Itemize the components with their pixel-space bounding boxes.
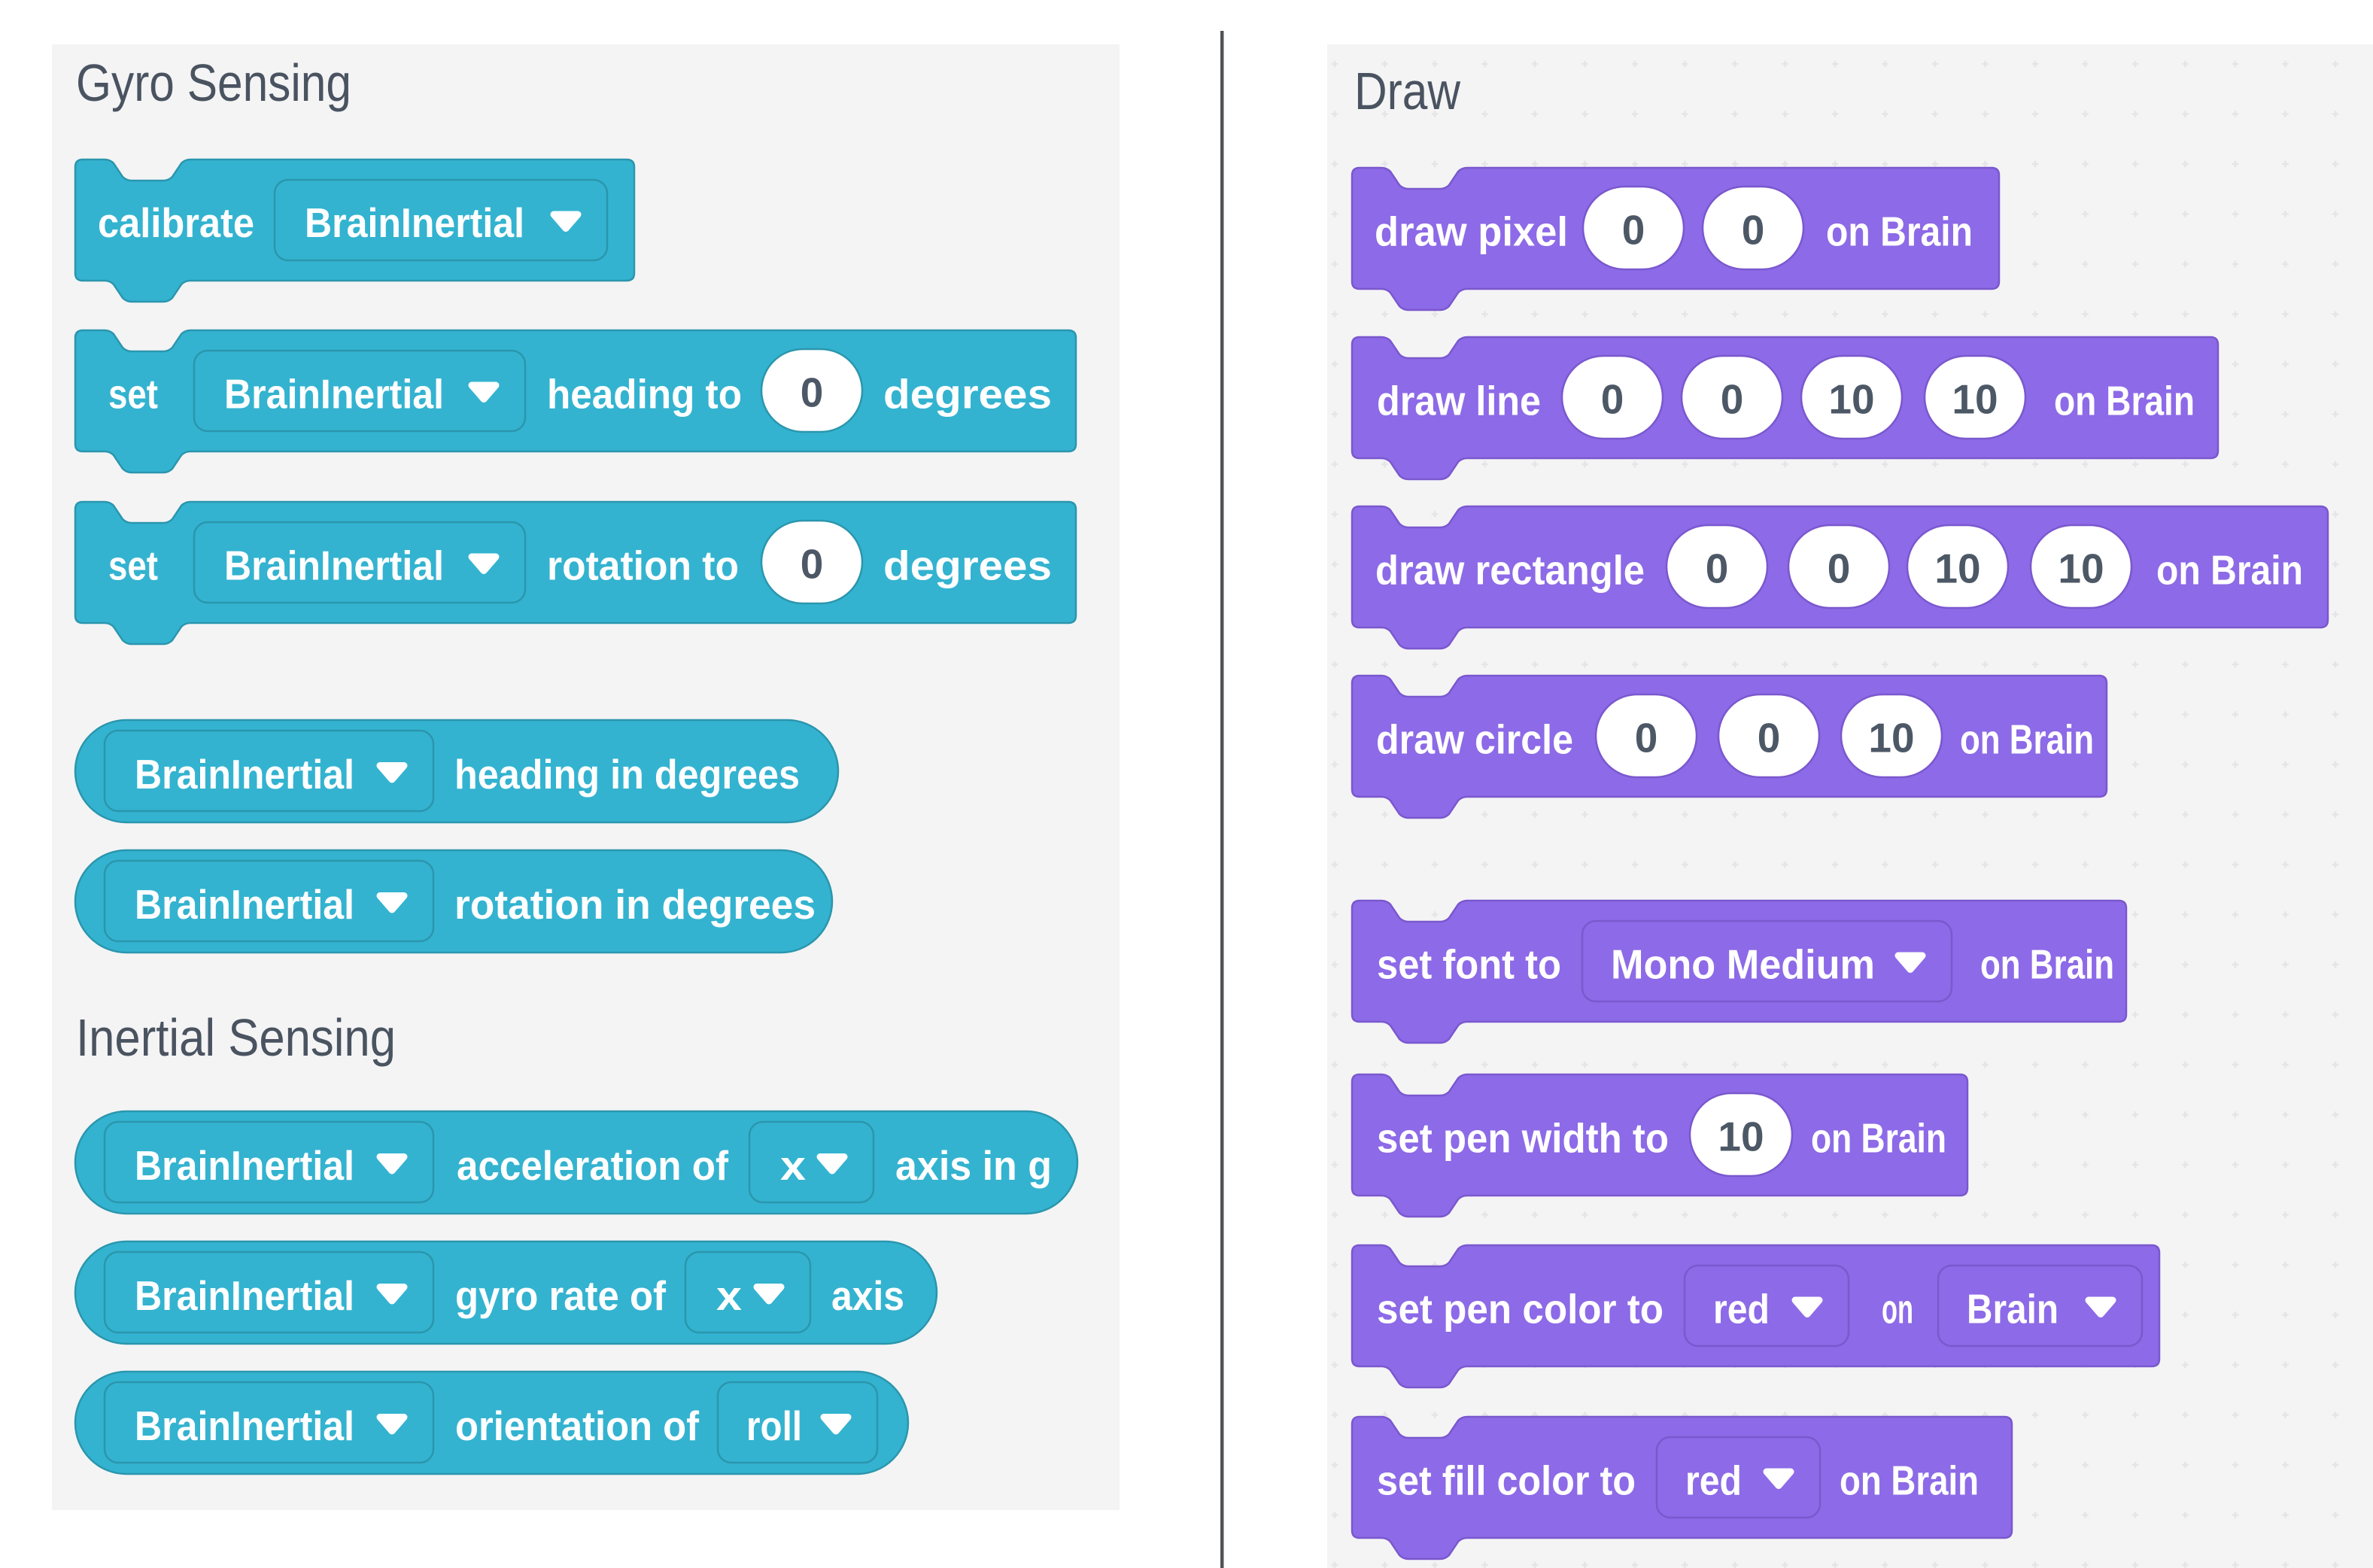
svg-text:0: 0 [801,541,824,588]
svg-text:BrainInertial: BrainInertial [305,199,524,246]
svg-text:Inertial Sensing: Inertial Sensing [76,1008,396,1067]
svg-text:0: 0 [1758,715,1781,761]
svg-text:x: x [716,1272,742,1319]
svg-text:on Brain: on Brain [1811,1115,1946,1162]
svg-text:0: 0 [1828,545,1851,592]
svg-text:10: 10 [1934,545,1980,592]
svg-text:draw line: draw line [1377,378,1541,424]
svg-text:Mono Medium: Mono Medium [1611,941,1875,988]
svg-text:BrainInertial: BrainInertial [135,1402,354,1449]
svg-text:10: 10 [1718,1114,1764,1160]
svg-text:on: on [1882,1286,1913,1332]
svg-text:0: 0 [1742,207,1765,254]
svg-text:BrainInertial: BrainInertial [224,542,444,589]
svg-text:rotation in degrees: rotation in degrees [454,881,816,928]
svg-text:red: red [1685,1457,1742,1504]
svg-text:0: 0 [801,369,824,416]
svg-text:degrees: degrees [883,542,1052,589]
svg-text:0: 0 [1622,207,1645,254]
svg-text:calibrate: calibrate [98,199,254,246]
svg-text:on Brain: on Brain [1960,716,2094,763]
svg-text:on Brain: on Brain [2156,547,2303,594]
svg-text:10: 10 [1868,715,1914,761]
svg-text:x: x [780,1142,806,1189]
svg-text:BrainInertial: BrainInertial [135,881,354,928]
svg-text:set font to: set font to [1377,941,1561,988]
svg-text:on Brain: on Brain [2054,378,2195,424]
svg-text:degrees: degrees [883,371,1052,418]
svg-text:0: 0 [1721,376,1744,423]
svg-text:set pen color to: set pen color to [1377,1286,1664,1332]
svg-text:BrainInertial: BrainInertial [135,1142,354,1189]
svg-text:draw pixel: draw pixel [1375,208,1568,255]
svg-text:gyro rate of: gyro rate of [455,1272,667,1319]
svg-text:Brain: Brain [1967,1286,2059,1332]
svg-text:draw rectangle: draw rectangle [1375,547,1645,594]
svg-text:axis in g: axis in g [895,1142,1052,1189]
svg-text:set: set [108,371,158,418]
svg-text:Gyro Sensing: Gyro Sensing [76,53,351,112]
svg-text:set: set [108,542,158,589]
svg-text:red: red [1713,1286,1770,1332]
svg-text:draw circle: draw circle [1376,716,1573,763]
svg-text:on Brain: on Brain [1980,941,2114,988]
svg-text:BrainInertial: BrainInertial [135,1272,354,1319]
svg-text:acceleration of: acceleration of [457,1142,729,1189]
svg-text:rotation to: rotation to [547,542,739,589]
svg-text:BrainInertial: BrainInertial [224,371,444,418]
svg-text:on Brain: on Brain [1840,1457,1979,1504]
svg-text:set fill color to: set fill color to [1377,1457,1636,1504]
svg-text:0: 0 [1706,545,1729,592]
svg-text:orientation of: orientation of [455,1402,700,1449]
svg-text:BrainInertial: BrainInertial [135,751,354,798]
svg-text:10: 10 [2058,545,2104,592]
svg-text:set pen width to: set pen width to [1377,1115,1669,1162]
svg-text:Draw: Draw [1354,62,1460,120]
svg-text:0: 0 [1635,715,1658,761]
svg-text:0: 0 [1601,376,1624,423]
svg-text:10: 10 [1828,376,1874,423]
svg-text:heading to: heading to [547,371,742,418]
svg-text:roll: roll [746,1402,802,1449]
svg-text:10: 10 [1952,376,1998,423]
svg-text:axis: axis [831,1272,904,1319]
svg-text:on Brain: on Brain [1826,208,1973,255]
svg-text:heading in degrees: heading in degrees [454,751,800,798]
